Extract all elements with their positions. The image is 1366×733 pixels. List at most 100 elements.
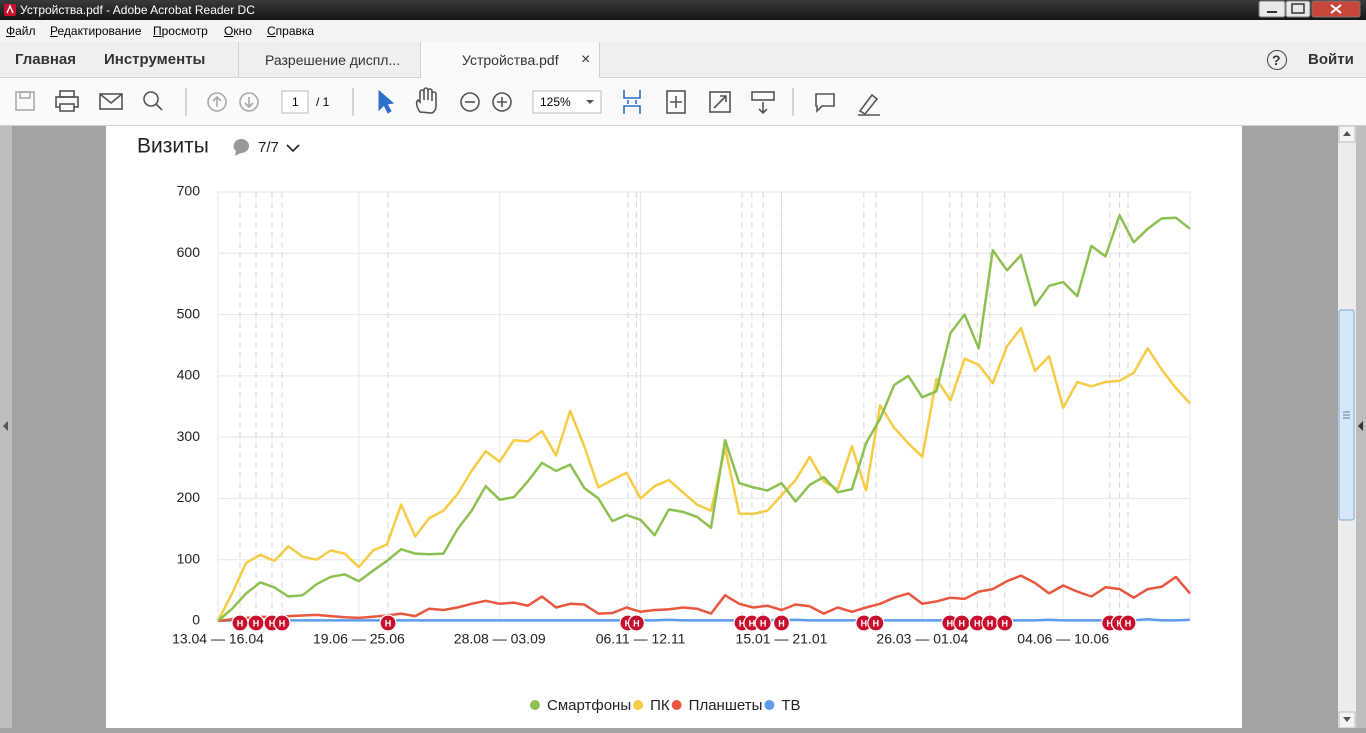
comment-icon[interactable] xyxy=(233,139,249,156)
y-tick-label: 100 xyxy=(177,550,201,566)
close-tab[interactable]: × xyxy=(581,51,591,68)
annotation-marker[interactable]: Н xyxy=(941,614,959,632)
annotation-label: Н xyxy=(385,618,392,628)
annotation-marker[interactable]: Н xyxy=(1119,614,1137,632)
left-panel-toggle[interactable] xyxy=(0,126,12,728)
annotation-label: Н xyxy=(253,618,260,628)
tab-bar: Главная Инструменты Разрешение диспл... … xyxy=(0,42,1366,78)
x-tick-label: 19.06 — 25.06 xyxy=(313,631,405,647)
app-icon xyxy=(4,4,16,16)
annotation-marker[interactable]: Н xyxy=(231,614,249,632)
series-line xyxy=(217,574,1191,623)
annotation-marker[interactable]: Н xyxy=(754,614,772,632)
toolbar: 1 / 1 125% xyxy=(0,78,1366,126)
legend-swatch xyxy=(633,700,644,710)
x-tick-label: 06.11 — 12.11 xyxy=(596,631,686,647)
legend-label: Планшеты xyxy=(689,697,763,714)
menu-item[interactable]: Редактирование xyxy=(50,24,142,38)
series-line xyxy=(216,326,1191,622)
annotation-label: Н xyxy=(269,618,276,628)
right-panel-toggle[interactable] xyxy=(1356,126,1366,728)
page-total: / 1 xyxy=(316,95,330,109)
dropdown-arrow[interactable] xyxy=(286,144,300,153)
x-tick-label: 15.01 — 21.01 xyxy=(736,631,828,647)
legend-swatch xyxy=(530,700,540,710)
annotation-label: Н xyxy=(861,618,868,628)
annotation-label: Н xyxy=(987,618,994,628)
zoom-value[interactable]: 125% xyxy=(540,95,571,109)
annotation-marker[interactable]: Н xyxy=(867,614,885,632)
legend-swatch xyxy=(764,700,775,710)
annotation-label: Н xyxy=(739,618,746,628)
annotation-dot xyxy=(772,614,791,632)
home-tab[interactable]: Главная xyxy=(15,51,77,68)
y-tick-label: 400 xyxy=(177,367,201,383)
annotation-marker[interactable]: Н xyxy=(953,614,971,632)
y-tick-label: 500 xyxy=(177,305,201,321)
annotation-dot xyxy=(627,614,645,632)
menu-bar: Файл Редактирование Просмотр Окно Справк… xyxy=(0,20,1366,42)
title-bar: Устройства.pdf - Adobe Acrobat Reader DC xyxy=(0,0,1366,20)
annotation-label: Н xyxy=(760,618,767,628)
annotation-dot xyxy=(379,614,397,632)
y-tick-label: 700 xyxy=(177,183,201,199)
legend-label: Смартфоны xyxy=(547,697,631,714)
annotation-dot xyxy=(1119,614,1137,632)
annotation-marker[interactable]: Н xyxy=(627,614,645,632)
annotation-marker[interactable]: Н xyxy=(379,614,397,632)
annotation-label: Н xyxy=(1002,618,1009,628)
legend-label: ТВ xyxy=(781,697,800,714)
annotation-label: Н xyxy=(947,618,954,628)
annotation-marker[interactable]: Н xyxy=(273,614,291,632)
document-tab[interactable]: Устройства.pdf xyxy=(462,52,559,68)
x-tick-label: 28.08 — 03.09 xyxy=(454,631,546,647)
page-number[interactable]: 1 xyxy=(292,95,299,109)
annotation-label: Н xyxy=(959,618,966,628)
x-tick-label: 26.03 — 01.04 xyxy=(876,631,968,647)
annotation-dot xyxy=(867,614,885,632)
pdf-page xyxy=(106,126,1242,728)
annotation-label: Н xyxy=(749,618,756,628)
annotation-marker[interactable]: Н xyxy=(981,614,999,632)
help-button[interactable]: ? xyxy=(1272,52,1281,68)
document-tab[interactable]: Разрешение диспл... xyxy=(265,52,401,68)
annotation-label: Н xyxy=(778,618,785,628)
y-tick-label: 600 xyxy=(177,244,201,260)
y-tick-label: 200 xyxy=(177,489,201,505)
toolbar-icons[interactable] xyxy=(0,78,900,126)
annotation-label: Н xyxy=(1125,618,1132,628)
y-tick-label: 300 xyxy=(177,428,201,444)
annotation-marker[interactable]: Н xyxy=(247,614,265,632)
menu-item[interactable]: Файл xyxy=(6,24,36,38)
annotation-dot xyxy=(996,614,1014,632)
legend-swatch xyxy=(671,700,682,710)
annotation-dot xyxy=(754,614,772,632)
help-circle[interactable] xyxy=(1267,50,1287,70)
series-line xyxy=(217,617,1191,623)
comment-count[interactable]: 7/7 xyxy=(258,139,279,156)
annotation-marker[interactable]: Н xyxy=(968,614,986,632)
menu-item[interactable]: Справка xyxy=(267,24,315,38)
window-controls[interactable] xyxy=(1258,0,1364,19)
annotation-marker[interactable]: Н xyxy=(996,614,1014,632)
active-tab[interactable] xyxy=(420,42,600,78)
annotation-marker[interactable]: Н xyxy=(772,614,791,632)
annotation-label: Н xyxy=(633,618,640,628)
chart-title: Визиты xyxy=(137,135,209,158)
annotation-label: Н xyxy=(974,618,981,628)
signin-button[interactable]: Войти xyxy=(1308,51,1354,68)
annotation-dot xyxy=(273,614,291,632)
separator xyxy=(238,42,239,77)
scrollbar[interactable] xyxy=(1338,125,1356,729)
window-title: Устройства.pdf - Adobe Acrobat Reader DC xyxy=(20,3,255,17)
annotation-label: Н xyxy=(873,618,880,628)
legend-label: ПК xyxy=(650,697,670,714)
annotation-label: Н xyxy=(237,618,244,628)
menu-item[interactable]: Просмотр xyxy=(153,24,208,38)
menu-item[interactable]: Окно xyxy=(224,24,252,38)
tools-tab[interactable]: Инструменты xyxy=(104,51,206,68)
series-line xyxy=(217,214,1191,622)
